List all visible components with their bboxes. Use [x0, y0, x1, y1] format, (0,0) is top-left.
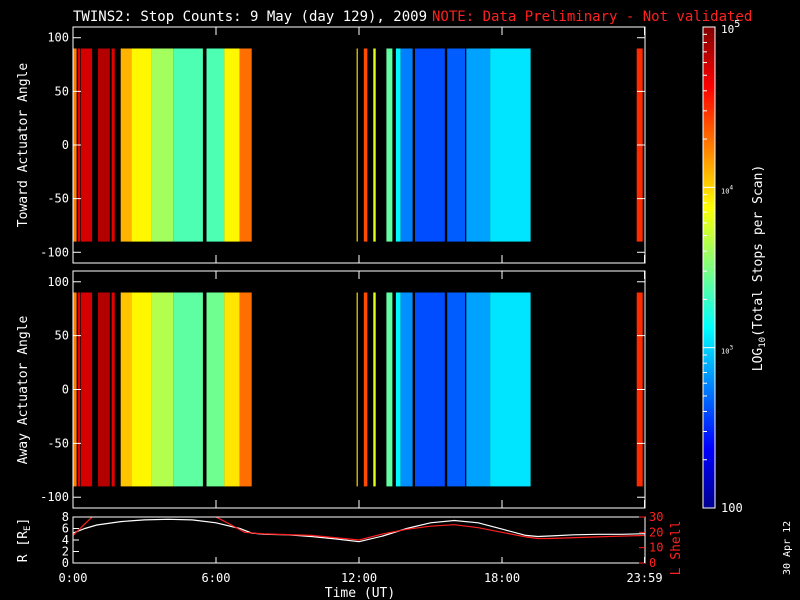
away-heatmap-block-6: [131, 292, 152, 487]
toward-heatmap-block-19: [447, 48, 466, 242]
toward-heatmap-block-4: [111, 48, 115, 242]
toward-ytick-label-3: 50: [55, 84, 69, 98]
toward-heatmap-block-20: [466, 48, 491, 242]
colorbar-tick-label-3: 103: [721, 345, 733, 356]
chart-title: TWINS2: Stop Counts: 9 May (day 129), 20…: [73, 9, 427, 25]
away-heatmap-block-16: [395, 292, 401, 487]
away-heatmap-block-17: [400, 292, 413, 487]
lshell-ytick-label-2: 20: [649, 525, 663, 539]
away-ytick-label-4: 100: [47, 275, 69, 289]
time-xtick-label-3: 18:00: [484, 571, 520, 585]
radius-ytick-label-4: 8: [62, 510, 69, 524]
ylabel-toward: Toward Actuator Angle: [16, 63, 31, 228]
toward-heatmap-block-9: [206, 48, 225, 242]
preliminary-note: NOTE: Data Preliminary - Not validated: [432, 9, 752, 25]
toward-heatmap-block-14: [373, 48, 376, 242]
toward-heatmap-block-10: [224, 48, 240, 242]
colorbar-tick-label-bottom: 100: [721, 501, 743, 515]
radius-series-line: [73, 518, 645, 543]
toward-heatmap-block-15: [386, 48, 393, 242]
away-heatmap-block-2: [80, 292, 93, 487]
lshell-ytick-label-0: 0: [649, 556, 656, 570]
time-xtick-label-1: 6:00: [202, 571, 231, 585]
xlabel-time: Time (UT): [325, 586, 395, 600]
away-ytick-label-3: 50: [55, 329, 69, 343]
colorbar: 100 103 104 105: [702, 19, 743, 515]
time-xtick-label-4: 23:59: [626, 571, 662, 585]
toward-angle-panel: -100 -50 0 50 100: [40, 26, 646, 264]
toward-heatmap-block-8: [173, 48, 203, 242]
toward-heatmap-block-12: [356, 48, 358, 242]
toward-heatmap-block-11: [239, 48, 252, 242]
ylabel-away: Away Actuator Angle: [16, 315, 31, 464]
radius-ytick-label-1: 2: [62, 545, 69, 559]
toward-heatmap-block-7: [151, 48, 174, 242]
ylabel-radius: R [RE]: [16, 518, 33, 563]
toward-ytick-label-4: 100: [47, 31, 69, 45]
toward-heatmap-block-2: [80, 48, 93, 242]
away-ytick-label-2: 0: [62, 383, 69, 397]
radius-ytick-label-2: 4: [62, 533, 69, 547]
away-heatmap-block-14: [373, 292, 376, 487]
lshell-ytick-label-3: 30: [649, 510, 663, 524]
toward-heatmap-block-16: [395, 48, 401, 242]
away-heatmap-block-13: [363, 292, 368, 487]
away-heatmap-block-21: [490, 292, 531, 487]
away-heatmap-block-8: [173, 292, 203, 487]
lshell-ytick-label-1: 10: [649, 541, 663, 555]
away-heatmap-block-9: [206, 292, 225, 487]
lshell-series-line: [73, 517, 645, 541]
colorbar-label: LOG10(Total Stops per Scan): [751, 165, 768, 372]
colorbar-gradient: [703, 27, 715, 508]
time-xtick-label-2: 12:00: [341, 571, 377, 585]
away-heatmap-block-12: [356, 292, 358, 487]
radius-ytick-label-3: 6: [62, 522, 69, 536]
away-ytick-label-0: -100: [40, 490, 69, 504]
date-stamp: 30 Apr 12: [782, 521, 793, 575]
radius-ytick-label-0: 0: [62, 556, 69, 570]
ylabel-lshell: L Shell: [669, 521, 684, 576]
toward-heatmap-block-6: [131, 48, 152, 242]
away-ytick-label-1: -50: [47, 436, 69, 450]
away-heatmap-block-4: [111, 292, 115, 487]
away-heatmap-block-10: [224, 292, 240, 487]
toward-heatmap-block-5: [120, 48, 132, 242]
away-heatmap-block-5: [120, 292, 132, 487]
away-heatmap-block-19: [447, 292, 466, 487]
time-xtick-label-0: 0:00: [59, 571, 88, 585]
toward-heatmap-block-21: [490, 48, 531, 242]
toward-ytick-label-1: -50: [47, 192, 69, 206]
away-heatmap-block-20: [466, 292, 491, 487]
away-heatmap-block-3: [98, 292, 110, 487]
toward-heatmap-block-17: [400, 48, 413, 242]
toward-heatmap-block-13: [363, 48, 368, 242]
away-heatmap-block-7: [151, 292, 174, 487]
away-heatmap-block-11: [239, 292, 252, 487]
toward-ytick-label-0: -100: [40, 245, 69, 259]
toward-heatmap-block-3: [98, 48, 110, 242]
away-heatmap-block-15: [386, 292, 393, 487]
away-heatmap-block-18: [415, 292, 445, 487]
toward-ytick-label-2: 0: [62, 138, 69, 152]
away-angle-panel: -100 -50 0 50 100: [40, 270, 646, 509]
toward-heatmap-block-18: [415, 48, 445, 242]
colorbar-tick-label-4: 104: [721, 184, 733, 195]
colorbar-tick-label-5: 105: [721, 19, 740, 36]
